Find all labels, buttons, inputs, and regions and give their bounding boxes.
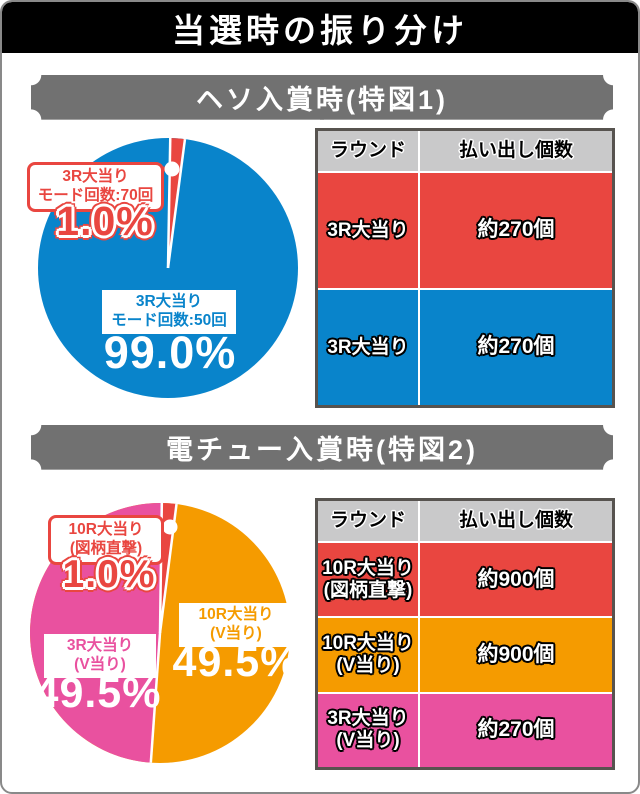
table-cell-payout: 約270個 bbox=[420, 173, 612, 288]
table-cell-payout: 約270個 bbox=[420, 290, 612, 405]
section-header-denchu: 電チュー入賞時(特図2) bbox=[31, 425, 613, 470]
table-cell-payout: 約270個 bbox=[420, 693, 612, 767]
pct-pink: 49.5% bbox=[34, 669, 162, 717]
table-header-payout: 払い出し個数 bbox=[420, 501, 612, 541]
pie-chart-denchu bbox=[30, 502, 290, 763]
label-3r-mode50: 3R大当り モード回数:50回 bbox=[102, 290, 236, 334]
table-cell-payout: 約900個 bbox=[420, 618, 612, 692]
section-header-heso: ヘソ入賞時(特図1) bbox=[31, 75, 613, 120]
callout-line2: モード回数:70回 bbox=[37, 186, 154, 204]
section-header-denchu-label: 電チュー入賞時(特図2) bbox=[166, 435, 478, 465]
label-line1: 3R大当り bbox=[135, 293, 203, 310]
payout-table-heso: ラウンド 払い出し個数 3R大当り 約270個 3R大当り 約270個 bbox=[315, 128, 615, 408]
page-title: 当選時の振り分け bbox=[172, 11, 468, 49]
label-3r-v: 3R大当り (V当り) bbox=[44, 634, 156, 678]
pct-main-heso: 99.0% bbox=[103, 327, 237, 378]
pct-sliver-heso: 1.0% bbox=[56, 198, 154, 244]
table-header-round: ラウンド bbox=[318, 131, 418, 171]
section-header-heso-label: ヘソ入賞時(特図1) bbox=[196, 85, 448, 115]
page-title-bar: 当選時の振り分け bbox=[2, 2, 638, 53]
table-cell-round: 3R大当り bbox=[318, 290, 418, 405]
label-line1: 3R大当り bbox=[66, 637, 134, 654]
label-10r-v: 10R大当り (V当り) bbox=[179, 603, 293, 647]
table-header-round: ラウンド bbox=[318, 501, 418, 541]
table-header-payout: 払い出し個数 bbox=[420, 131, 612, 171]
payout-table-denchu: ラウンド 払い出し個数 10R大当り (図柄直撃) 約900個 10R大当り (V当… bbox=[315, 498, 615, 770]
pct-orange: 49.5% bbox=[172, 638, 300, 686]
callout-line1: 10R大当り bbox=[68, 521, 144, 538]
table-cell-round: 3R大当り bbox=[318, 173, 418, 288]
pct-sliver-denchu: 1.0% bbox=[62, 553, 156, 596]
label-line2: (V当り) bbox=[74, 655, 126, 673]
table-cell-payout: 約900個 bbox=[420, 543, 612, 617]
callout-3r-mode70: 3R大当り モード回数:70回 bbox=[27, 162, 164, 212]
label-line2: (V当り) bbox=[210, 624, 262, 642]
table-cell-round: 10R大当り (V当り) bbox=[318, 618, 418, 692]
label-line1: 10R大当り bbox=[198, 606, 274, 623]
table-cell-round: 3R大当り (V当り) bbox=[318, 693, 418, 767]
callout-line1: 3R大当り bbox=[62, 168, 129, 185]
callout-line2: (図柄直撃) bbox=[69, 539, 143, 557]
label-line2: モード回数:50回 bbox=[111, 311, 227, 329]
table-cell-round: 10R大当り (図柄直撃) bbox=[318, 543, 418, 617]
callout-10r-direct: 10R大当り (図柄直撃) bbox=[48, 515, 164, 565]
